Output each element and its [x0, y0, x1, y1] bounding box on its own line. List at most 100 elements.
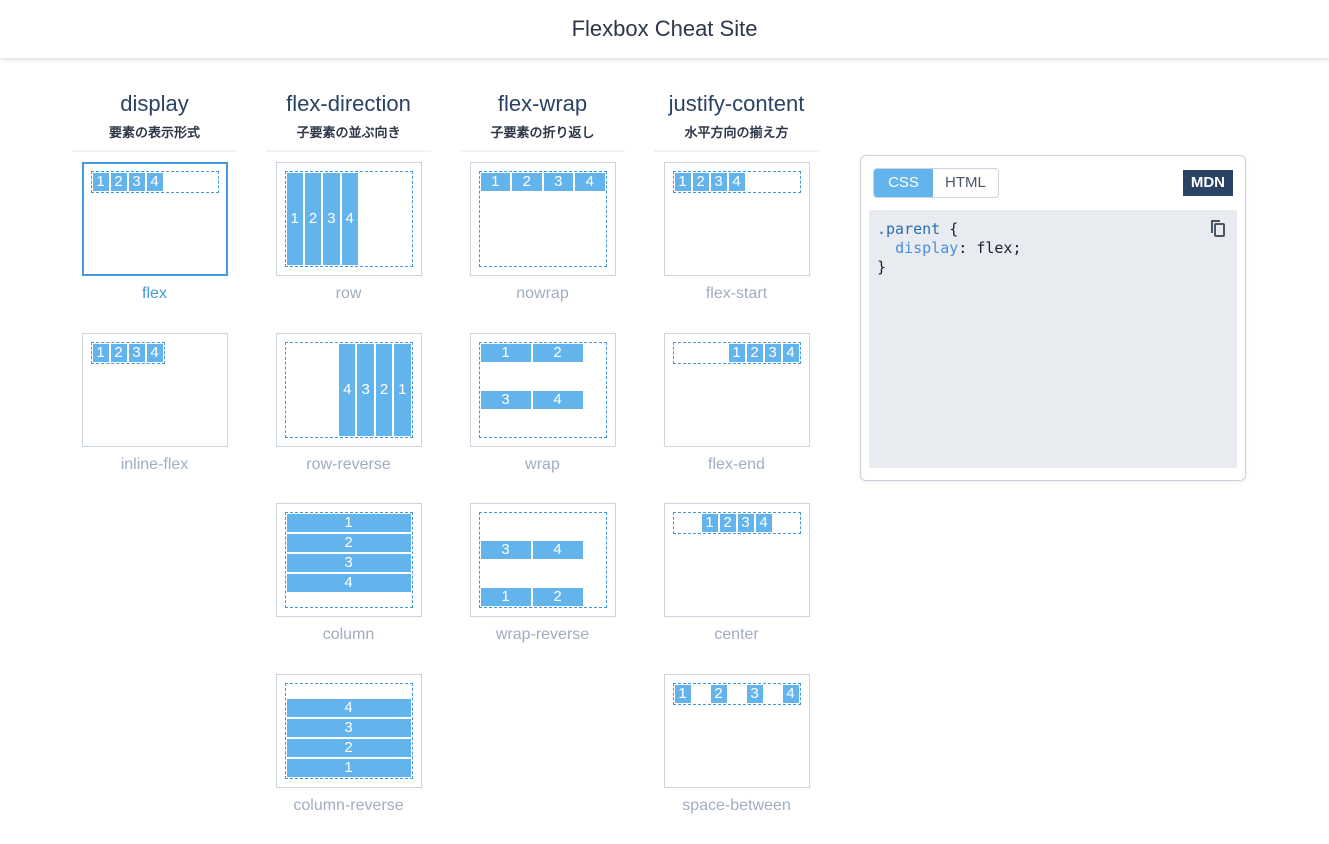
- demo-label[interactable]: inline-flex: [121, 456, 189, 474]
- demo-label[interactable]: center: [714, 626, 758, 644]
- demo-label[interactable]: wrap-reverse: [496, 626, 589, 644]
- flex-item: 1: [93, 173, 109, 191]
- demo-label[interactable]: flex-end: [708, 456, 765, 474]
- flex-item: 3: [129, 344, 145, 362]
- flex-item: 3: [711, 173, 727, 191]
- flex-item: 1: [702, 514, 718, 532]
- mdn-link-button[interactable]: MDN: [1183, 170, 1233, 196]
- demo-label[interactable]: row: [336, 285, 362, 303]
- demo-label[interactable]: column: [323, 626, 375, 644]
- flex-item: 1: [287, 759, 411, 777]
- column-divider: [654, 150, 819, 152]
- flex-item: 3: [129, 173, 145, 191]
- flex-item: 3: [287, 719, 411, 737]
- flex-item: 4: [339, 344, 355, 436]
- flex-item: 2: [376, 344, 392, 436]
- flex-item: 4: [147, 344, 163, 362]
- code-selector: .parent: [877, 220, 940, 238]
- flex-item: 4: [533, 391, 583, 409]
- demo-label[interactable]: space-between: [682, 797, 791, 815]
- flex-item: 1: [394, 344, 410, 436]
- copy-icon[interactable]: [1209, 218, 1227, 238]
- column-subtitle: 子要素の並ぶ向き: [296, 122, 400, 142]
- flex-item: 4: [533, 541, 583, 559]
- demo-label[interactable]: nowrap: [516, 285, 568, 303]
- flex-item: 3: [765, 344, 781, 362]
- demo-label[interactable]: column-reverse: [293, 797, 403, 815]
- demo-label[interactable]: row-reverse: [306, 456, 390, 474]
- flex-item: 4: [729, 173, 745, 191]
- column-divider: [266, 150, 431, 152]
- flex-item: 1: [481, 588, 531, 606]
- column-title: display: [120, 88, 188, 120]
- flex-item: 2: [711, 685, 727, 703]
- flex-item: 4: [783, 685, 799, 703]
- flex-item: 2: [111, 344, 127, 362]
- tab-css[interactable]: CSS: [874, 169, 933, 197]
- column-title: flex-wrap: [498, 88, 587, 120]
- flex-item: 2: [287, 534, 411, 552]
- flex-item: 3: [747, 685, 763, 703]
- flex-item: 2: [533, 344, 583, 362]
- flex-item: 2: [512, 173, 542, 191]
- flex-item: 2: [111, 173, 127, 191]
- flex-item: 2: [305, 173, 321, 265]
- flex-item: 4: [147, 173, 163, 191]
- code-property: display: [895, 239, 958, 257]
- flex-item: 4: [287, 574, 411, 592]
- tab-html[interactable]: HTML: [933, 169, 998, 197]
- demo-label[interactable]: wrap: [525, 456, 560, 474]
- code-close-brace: }: [877, 258, 886, 276]
- site-header: Flexbox Cheat Site: [0, 0, 1329, 58]
- flex-item: 1: [93, 344, 109, 362]
- flex-item: 2: [287, 739, 411, 757]
- demo-label[interactable]: flex-start: [706, 285, 767, 303]
- demo-label[interactable]: flex: [142, 285, 167, 303]
- flex-item: 1: [481, 344, 531, 362]
- flex-item: 3: [323, 173, 339, 265]
- flex-item: 3: [481, 391, 531, 409]
- column-divider: [460, 150, 625, 152]
- flex-item: 1: [287, 173, 303, 265]
- flex-item: 3: [357, 344, 373, 436]
- flex-item: 3: [738, 514, 754, 532]
- flex-item: 2: [533, 588, 583, 606]
